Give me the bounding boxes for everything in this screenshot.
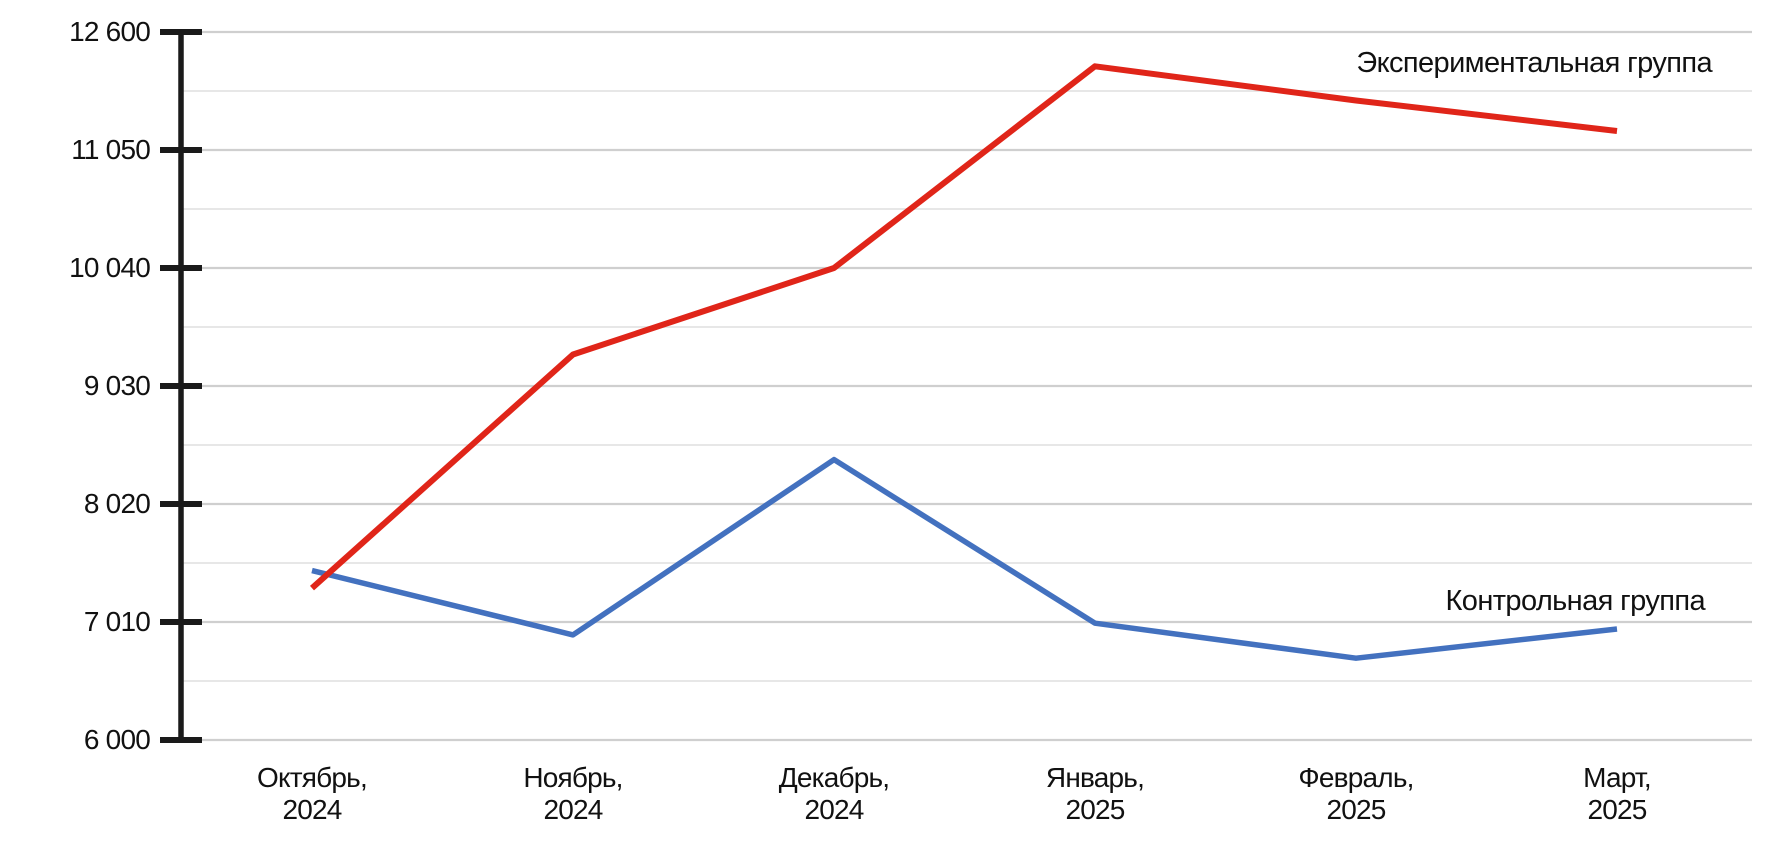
x-tick-label-line: 2024 bbox=[282, 794, 342, 825]
x-tick-label-line: 2024 bbox=[804, 794, 864, 825]
x-tick-label-line: Январь, bbox=[1045, 762, 1145, 793]
y-tick-label: 12 600 bbox=[69, 16, 151, 47]
x-tick-label-line: Ноябрь, bbox=[523, 762, 623, 793]
x-tick-label: Декабрь, 2024 bbox=[724, 762, 944, 826]
y-tick-label: 7 010 bbox=[83, 606, 151, 637]
x-tick-label: Март, 2025 bbox=[1507, 762, 1727, 826]
x-tick-label: Ноябрь, 2024 bbox=[463, 762, 683, 826]
x-tick-label: Октябрь, 2024 bbox=[202, 762, 422, 826]
series-label-experimental-group: Экспериментальная группа bbox=[1356, 47, 1712, 79]
series-line-control-group bbox=[311, 456, 1618, 661]
series-label-control-group: Контрольная группа bbox=[1445, 585, 1706, 617]
x-tick-label-line: 2025 bbox=[1326, 794, 1386, 825]
x-tick-label-line: Октябрь, bbox=[257, 762, 368, 793]
x-tick-label-line: 2025 bbox=[1065, 794, 1125, 825]
y-tick-label: 8 020 bbox=[83, 488, 151, 519]
x-tick-label-line: 2025 bbox=[1587, 794, 1647, 825]
x-tick-label-line: 2024 bbox=[543, 794, 603, 825]
y-tick-label: 11 050 bbox=[71, 134, 151, 165]
x-tick-label-line: Март, bbox=[1583, 762, 1651, 793]
y-tick-label: 10 040 bbox=[69, 252, 151, 283]
y-tick-label: 9 030 bbox=[83, 370, 151, 401]
series-line-experimental-group bbox=[309, 63, 1618, 591]
x-tick-label-line: Декабрь, bbox=[778, 762, 890, 793]
x-tick-label-line: Февраль, bbox=[1298, 762, 1414, 793]
x-tick-label: Январь, 2025 bbox=[985, 762, 1205, 826]
y-tick-label: 6 000 bbox=[83, 724, 151, 755]
x-tick-label: Февраль, 2025 bbox=[1246, 762, 1466, 826]
